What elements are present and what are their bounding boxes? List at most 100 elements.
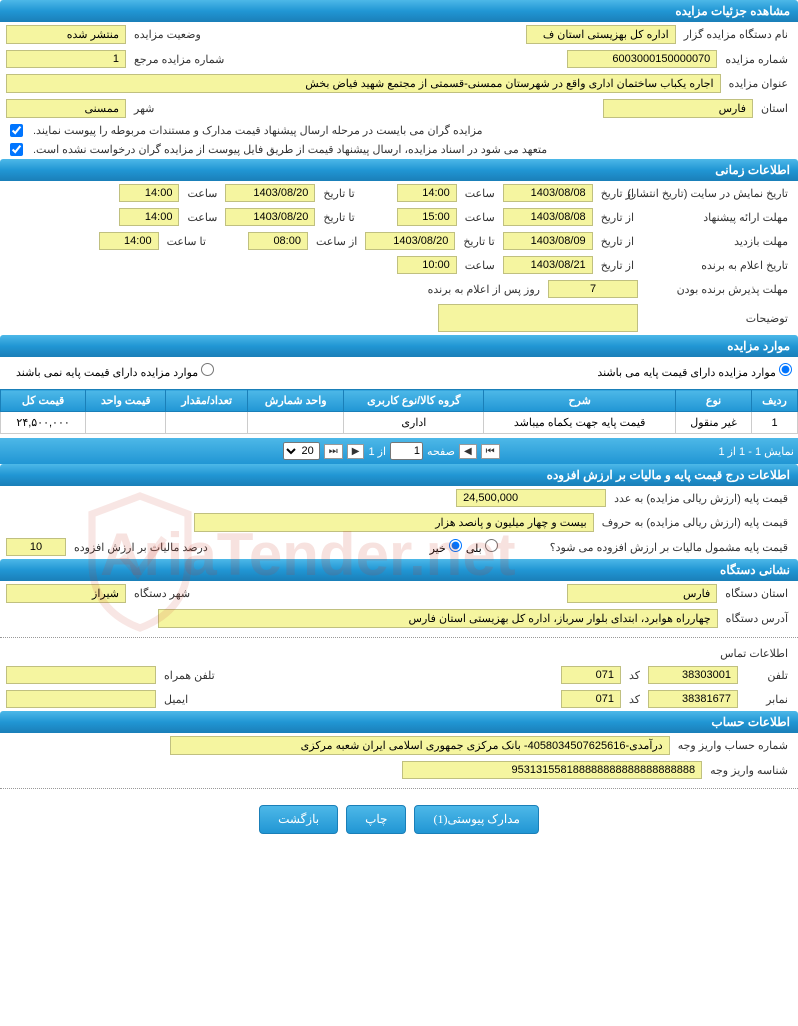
base-num-label: قیمت پایه (ارزش ریالی مزایده) به عدد bbox=[610, 492, 792, 505]
radio-has-base[interactable] bbox=[779, 363, 792, 376]
proposal-to-date: 1403/08/20 bbox=[225, 208, 315, 226]
addr-province-field: فارس bbox=[567, 584, 717, 603]
pager-last[interactable]: ⏭ bbox=[324, 444, 343, 459]
td-unit-price bbox=[86, 412, 166, 434]
vat-no-label[interactable]: خیر bbox=[430, 539, 462, 555]
acct-id-label: شناسه واریز وجه bbox=[706, 764, 792, 777]
section-details-header: مشاهده جزئیات مزایده bbox=[0, 0, 798, 22]
vat-no-radio[interactable] bbox=[449, 539, 462, 552]
province-label: استان bbox=[757, 102, 792, 115]
th-unit-price: قیمت واحد bbox=[86, 390, 166, 412]
email-label: ایمیل bbox=[160, 693, 192, 706]
status-label: وضعیت مزایده bbox=[130, 28, 205, 41]
publish-from-date: 1403/08/08 bbox=[503, 184, 593, 202]
back-button[interactable]: بازگشت bbox=[259, 805, 338, 834]
winner-date: 1403/08/21 bbox=[503, 256, 593, 274]
fax-field: 38381677 bbox=[648, 690, 738, 708]
pager: نمایش 1 - 1 از 1 ⏮ ◀ صفحه از 1 ▶ ⏭ 20 bbox=[0, 438, 798, 464]
accept-days: 7 bbox=[548, 280, 638, 298]
to-time-label: تا ساعت bbox=[163, 235, 210, 248]
time-label-2: ساعت bbox=[183, 187, 221, 200]
radio-no-base-text: موارد مزایده دارای قیمت پایه نمی باشند bbox=[16, 367, 198, 379]
addr-province-label: استان دستگاه bbox=[721, 587, 792, 600]
vat-no-text: خیر bbox=[430, 543, 446, 555]
from-label-2: از تاریخ bbox=[597, 211, 638, 224]
to-label-1: تا تاریخ bbox=[319, 187, 358, 200]
proposal-label: مهلت ارائه پیشنهاد bbox=[642, 211, 792, 224]
th-unit: واحد شمارش bbox=[248, 390, 344, 412]
publish-label: تاریخ نمایش در سایت (تاریخ انتشار) bbox=[642, 187, 792, 200]
phone-field: 38303001 bbox=[648, 666, 738, 684]
pager-next[interactable]: ▶ bbox=[347, 444, 365, 459]
pager-summary: نمایش 1 - 1 از 1 bbox=[718, 445, 794, 458]
print-button[interactable]: چاپ bbox=[346, 805, 406, 834]
from-label-1: از تاریخ bbox=[597, 187, 638, 200]
status-field: منتشر شده bbox=[6, 25, 126, 44]
time-label-5: ساعت bbox=[461, 259, 499, 272]
td-group: اداری bbox=[344, 412, 484, 434]
pager-prev[interactable]: ◀ bbox=[459, 444, 477, 459]
divider bbox=[0, 637, 798, 638]
radio-has-base-text: موارد مزایده دارای قیمت پایه می باشند bbox=[597, 367, 776, 379]
addr-city-field: شیراز bbox=[6, 584, 126, 603]
publish-from-time: 14:00 bbox=[397, 184, 457, 202]
th-row: ردیف bbox=[752, 390, 798, 412]
publish-to-time: 14:00 bbox=[119, 184, 179, 202]
fax-code-field: 071 bbox=[561, 690, 621, 708]
proposal-to-time: 14:00 bbox=[119, 208, 179, 226]
th-group: گروه کالا/نوع کاربری bbox=[344, 390, 484, 412]
winner-time: 10:00 bbox=[397, 256, 457, 274]
pager-of: از 1 bbox=[368, 445, 386, 458]
addr-label: آدرس دستگاه bbox=[722, 612, 792, 625]
auction-no-label: شماره مزایده bbox=[721, 53, 792, 66]
radio-has-base-label[interactable]: موارد مزایده دارای قیمت پایه می باشند bbox=[597, 363, 792, 379]
time-label-1: ساعت bbox=[461, 187, 499, 200]
th-desc: شرح bbox=[484, 390, 676, 412]
addr-city-label: شهر دستگاه bbox=[130, 587, 194, 600]
check2-checkbox[interactable] bbox=[10, 143, 23, 156]
vat-q-label: قیمت پایه مشمول مالیات بر ارزش افزوده می… bbox=[546, 541, 792, 554]
pager-first[interactable]: ⏮ bbox=[481, 444, 500, 459]
section-pricing-header: اطلاعات درج قیمت پایه و مالیات بر ارزش ا… bbox=[0, 464, 798, 486]
from-time-label: از ساعت bbox=[312, 235, 361, 248]
accept-suffix: روز پس از اعلام به برنده bbox=[424, 283, 544, 296]
publish-to-date: 1403/08/20 bbox=[225, 184, 315, 202]
acct-label: شماره حساب واریز وجه bbox=[674, 739, 792, 752]
device-name-label: نام دستگاه مزایده گزار bbox=[680, 28, 792, 41]
radio-no-base[interactable] bbox=[201, 363, 214, 376]
from-label-4: از تاریخ bbox=[597, 259, 638, 272]
vat-yes-radio[interactable] bbox=[485, 539, 498, 552]
acct-field: درآمدی-4058034507625616- بانک مرکزی جمهو… bbox=[170, 736, 670, 755]
pager-page-input[interactable] bbox=[390, 442, 423, 460]
divider-2 bbox=[0, 788, 798, 789]
attachments-button[interactable]: مدارک پیوستی(1) bbox=[414, 805, 538, 834]
email-field bbox=[6, 690, 156, 708]
vat-yes-label[interactable]: بلی bbox=[466, 539, 498, 555]
phone-code-label: کد bbox=[625, 669, 644, 682]
check1-checkbox[interactable] bbox=[10, 124, 23, 137]
check1-text: مزایده گران می بایست در مرحله ارسال پیشن… bbox=[29, 124, 487, 137]
visit-from-time: 08:00 bbox=[248, 232, 308, 250]
td-total-price: ۲۴,۵۰۰,۰۰۰ bbox=[1, 412, 86, 434]
td-num: 1 bbox=[752, 412, 798, 434]
contact-label: اطلاعات تماس bbox=[716, 647, 792, 660]
auction-no-field: 6003000150000070 bbox=[567, 50, 717, 68]
items-table: ردیف نوع شرح گروه کالا/نوع کاربری واحد ش… bbox=[0, 389, 798, 434]
td-unit bbox=[248, 412, 344, 434]
notes-field bbox=[438, 304, 638, 332]
base-text-field: بیست و چهار میلیون و پانصد هزار bbox=[194, 513, 594, 532]
pager-size[interactable]: 20 bbox=[283, 442, 320, 460]
fax-code-label: کد bbox=[625, 693, 644, 706]
ref-no-label: شماره مزایده مرجع bbox=[130, 53, 228, 66]
base-text-label: قیمت پایه (ارزش ریالی مزایده) به حروف bbox=[598, 516, 792, 529]
base-num-field: 24,500,000 bbox=[456, 489, 606, 507]
pager-page-label: صفحه bbox=[427, 445, 455, 458]
mobile-field bbox=[6, 666, 156, 684]
from-label-3: از تاریخ bbox=[597, 235, 638, 248]
time-label-3: ساعت bbox=[461, 211, 499, 224]
accept-label: مهلت پذیرش برنده بودن bbox=[642, 283, 792, 296]
section-timing-header: اطلاعات زمانی bbox=[0, 159, 798, 181]
city-field: ممسنی bbox=[6, 99, 126, 118]
notes-label: توضیحات bbox=[642, 312, 792, 325]
radio-no-base-label[interactable]: موارد مزایده دارای قیمت پایه نمی باشند bbox=[16, 363, 214, 379]
